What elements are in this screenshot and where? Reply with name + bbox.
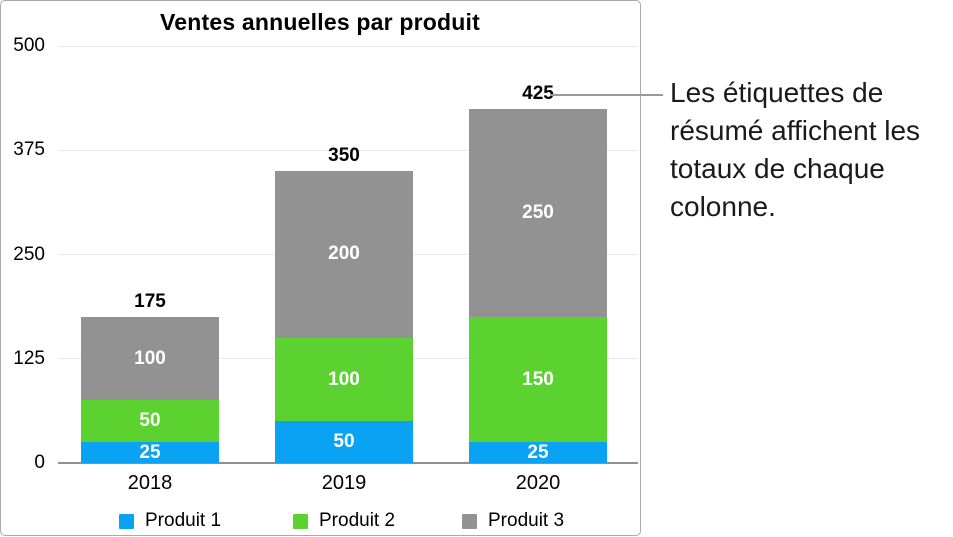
bar-segment-produit-1: 50	[275, 421, 413, 463]
bar-segment-produit-2: 150	[469, 317, 607, 443]
y-tick-label-375: 375	[13, 139, 45, 161]
x-axis-line	[58, 462, 638, 464]
total-label-2019: 350	[328, 145, 360, 167]
y-tick-label-500: 500	[13, 35, 45, 56]
bar-segment-value: 150	[522, 368, 554, 390]
y-tick-label-125: 125	[13, 347, 45, 369]
bar-segment-value: 25	[527, 441, 549, 463]
bar-segment-produit-2: 50	[81, 400, 219, 443]
bar-segment-value: 25	[139, 441, 161, 463]
total-label-2018: 175	[134, 291, 166, 313]
legend-label: Produit 2	[319, 510, 396, 531]
legend-label: Produit 3	[488, 510, 565, 531]
bar-segment-value: 50	[333, 431, 355, 453]
callout-line	[550, 94, 663, 96]
bar-segment-value: 100	[134, 347, 166, 369]
bar-segment-produit-2: 100	[275, 337, 413, 422]
x-axis-label-2020: 2020	[515, 472, 561, 494]
annotation-text: Les étiquettes de résumé affichent les t…	[670, 77, 921, 222]
bar-segment-produit-1: 25	[469, 442, 607, 463]
bar-segment-value: 200	[328, 243, 360, 265]
legend-swatch	[462, 513, 477, 529]
legend-swatch	[119, 513, 134, 529]
legend-label: Produit 1	[145, 510, 222, 531]
bar-segment-value: 50	[139, 410, 161, 432]
x-axis-label-2018: 2018	[127, 472, 173, 494]
legend-item-3: Produit 3	[462, 510, 565, 531]
y-tick-label-0: 0	[34, 452, 45, 473]
bar-segment-produit-3: 100	[81, 317, 219, 401]
legend-item-2: Produit 2	[293, 510, 396, 531]
bar-segment-value: 250	[522, 201, 554, 223]
y-tick-label-250: 250	[13, 243, 45, 265]
bar-segment-value: 100	[328, 368, 360, 390]
bar-segment-produit-3: 200	[275, 171, 413, 338]
bar-segment-produit-1: 25	[81, 442, 219, 463]
legend-swatch	[293, 513, 308, 529]
gridline-500	[58, 45, 638, 47]
x-axis-label-2019: 2019	[321, 472, 367, 494]
gridline-375	[58, 149, 638, 151]
legend-item-1: Produit 1	[119, 510, 222, 531]
chart-title: Ventes annuelles par produit	[159, 9, 480, 35]
bar-segment-produit-3: 250	[469, 108, 607, 318]
total-label-2020: 425	[522, 82, 554, 104]
chart-panel: Ventes annuelles par produit 0 125 250 375 5…	[0, 0, 641, 536]
